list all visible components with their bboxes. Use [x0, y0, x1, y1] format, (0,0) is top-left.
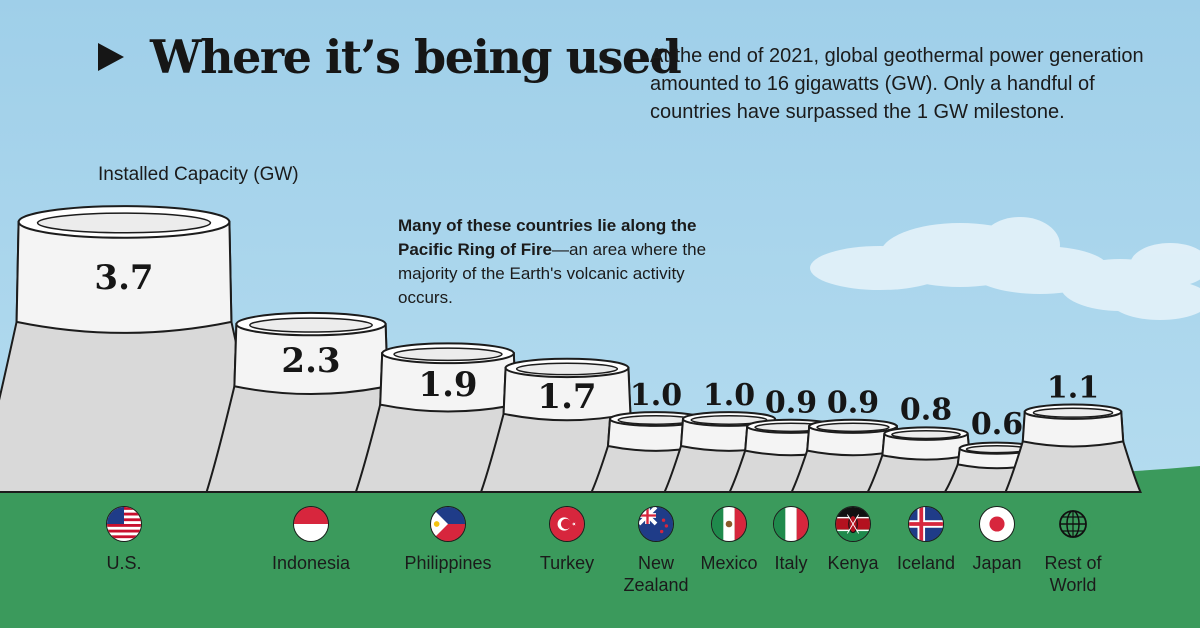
us-flag-icon: [106, 506, 142, 542]
play-icon: [98, 43, 124, 71]
cooling-tower-bar: [1004, 403, 1142, 493]
y-axis-label: Installed Capacity (GW): [98, 164, 299, 185]
x-tick-label: Kenya: [827, 553, 879, 573]
kenya-flag-icon: [835, 506, 871, 542]
callout-text: Many of these countries lie along the Pa…: [398, 214, 728, 310]
callout-rest: —an area where the majority of the Earth…: [398, 240, 707, 307]
cloud: [810, 217, 1200, 320]
x-tick-label: Italy: [774, 553, 808, 573]
data-label: 1.7: [537, 377, 596, 417]
x-tick-label: Iceland: [896, 553, 956, 573]
x-tick-label: U.S.: [106, 553, 142, 573]
cooling-tower-bar: [0, 205, 273, 493]
data-label: 0.6: [971, 407, 1023, 442]
data-label: 3.7: [94, 258, 153, 298]
x-tick-label: Indonesia: [271, 553, 351, 573]
page-title: Where it’s being used: [150, 30, 682, 84]
data-label: 1.1: [1047, 371, 1099, 406]
x-tick-label: Rest of World: [1044, 553, 1102, 595]
data-label: 0.9: [827, 385, 879, 420]
new-zealand-flag-icon: [638, 506, 674, 542]
data-label: 1.0: [630, 378, 682, 413]
data-label: 2.3: [281, 341, 340, 381]
cooling-tower-bar: [205, 311, 417, 493]
data-label: 0.9: [765, 385, 817, 420]
x-tick-label: Philippines: [404, 553, 492, 573]
callout-bold: Many of these countries lie along the Pa…: [398, 216, 697, 259]
iceland-flag-icon: [908, 506, 944, 542]
x-tick-label: Turkey: [539, 553, 595, 573]
grass-ground: [0, 466, 1200, 628]
philippines-flag-icon: [430, 506, 466, 542]
turkey-flag-icon: [549, 506, 585, 542]
x-tick-label: New Zealand: [623, 553, 689, 595]
intro-text: At the end of 2021, global geothermal po…: [650, 45, 1144, 123]
data-label: 0.8: [900, 393, 952, 428]
x-tick-label: Japan: [972, 553, 1022, 573]
x-tick-label: Mexico: [700, 553, 758, 573]
title-row: Where it’s being used: [98, 30, 682, 84]
mexico-flag-icon: [711, 506, 747, 542]
globe-icon: [1055, 506, 1091, 542]
data-label: 1.0: [703, 378, 755, 413]
data-label: 1.9: [418, 365, 477, 405]
italy-flag-icon: [773, 506, 809, 542]
indonesia-flag-icon: [293, 506, 329, 542]
japan-flag-icon: [979, 506, 1015, 542]
